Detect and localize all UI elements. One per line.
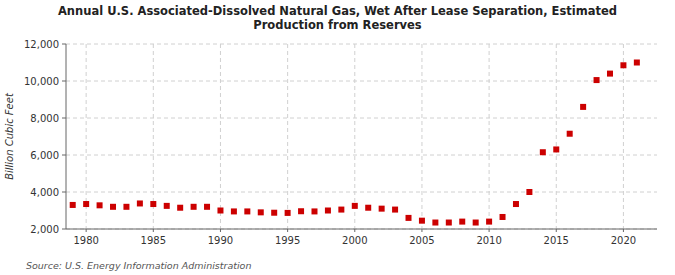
point — [191, 204, 197, 210]
point — [258, 209, 264, 215]
title: Annual U.S. Associated-Dissolved Natural… — [58, 4, 617, 32]
y-tick — [62, 81, 66, 82]
x-tick — [220, 229, 221, 232]
title-line: Annual U.S. Associated-Dissolved Natural… — [58, 4, 617, 18]
x-tick — [354, 229, 355, 232]
point — [285, 210, 291, 216]
point — [110, 204, 116, 210]
grid-line-y — [66, 192, 657, 193]
point — [217, 208, 223, 214]
x-tick-label: 2000 — [342, 235, 367, 246]
y-tick-label: 10,000 — [24, 76, 59, 87]
point — [406, 215, 412, 221]
point — [392, 207, 398, 213]
point — [553, 146, 559, 152]
grid-line-x — [623, 44, 624, 229]
x-tick — [86, 229, 87, 232]
grid-line-x — [287, 44, 288, 229]
point — [164, 203, 170, 209]
grid-line-y — [66, 118, 657, 119]
grid — [66, 44, 657, 229]
point — [500, 214, 506, 220]
y-tick — [62, 192, 66, 193]
grid-line-y — [66, 44, 657, 45]
y-tick-label: 12,000 — [24, 39, 59, 50]
point — [70, 202, 76, 208]
point — [446, 220, 452, 226]
point — [271, 210, 277, 216]
x-tick — [421, 229, 422, 232]
x-tick-label: 1995 — [275, 235, 300, 246]
point — [352, 203, 358, 209]
source-note: Source: U.S. Energy Information Administ… — [26, 260, 251, 271]
y-tick — [62, 44, 66, 45]
point — [526, 189, 532, 195]
y-tick-label: 4,000 — [30, 187, 59, 198]
point — [513, 201, 519, 207]
point — [123, 204, 129, 210]
point — [244, 208, 250, 214]
y-tick-label: 2,000 — [30, 224, 59, 235]
point — [137, 200, 143, 206]
points — [70, 60, 640, 226]
point — [607, 71, 613, 77]
point — [620, 62, 626, 68]
title-line: Production from Reserves — [253, 18, 422, 32]
x-axis-line — [66, 229, 657, 230]
point — [486, 219, 492, 225]
grid-line-y — [66, 81, 657, 82]
x-tick-label: 2020 — [611, 235, 636, 246]
point — [379, 206, 385, 212]
grid-line-x — [220, 44, 221, 229]
grid-line-y — [66, 229, 657, 230]
x-tick-label: 1990 — [208, 235, 233, 246]
x-tick — [556, 229, 557, 232]
point — [231, 208, 237, 214]
point — [432, 220, 438, 226]
point — [365, 205, 371, 211]
x-tick-label: 2005 — [409, 235, 434, 246]
point — [594, 77, 600, 83]
grid-line-x — [556, 44, 557, 229]
grid-line-x — [489, 44, 490, 229]
x-tick-label: 1985 — [141, 235, 166, 246]
point — [298, 208, 304, 214]
point — [311, 208, 317, 214]
grid-line-y — [66, 155, 657, 156]
y-tick — [62, 155, 66, 156]
point — [97, 202, 103, 208]
x-tick — [153, 229, 154, 232]
y-tick — [62, 118, 66, 119]
y-axis-line — [66, 44, 67, 229]
x-tick — [489, 229, 490, 232]
chart: Annual U.S. Associated-Dissolved Natural… — [0, 0, 675, 275]
point — [83, 201, 89, 207]
point — [150, 201, 156, 207]
point — [567, 131, 573, 137]
point — [177, 205, 183, 211]
point — [540, 149, 546, 155]
y-tick-label: 6,000 — [30, 150, 59, 161]
point — [325, 208, 331, 214]
point — [580, 104, 586, 110]
point — [473, 220, 479, 226]
x-tick-label: 2015 — [544, 235, 569, 246]
point — [419, 218, 425, 224]
point — [459, 219, 465, 225]
x-tick-label: 2010 — [476, 235, 501, 246]
point — [338, 207, 344, 213]
grid-line-x — [354, 44, 355, 229]
y-axis-label: Billion Cubic Feet — [4, 92, 15, 180]
x-tick — [623, 229, 624, 232]
point — [634, 60, 640, 66]
y-tick-label: 8,000 — [30, 113, 59, 124]
x-tick — [287, 229, 288, 232]
grid-line-x — [421, 44, 422, 229]
y-tick — [62, 229, 66, 230]
x-tick-label: 1980 — [73, 235, 98, 246]
point — [204, 204, 210, 210]
